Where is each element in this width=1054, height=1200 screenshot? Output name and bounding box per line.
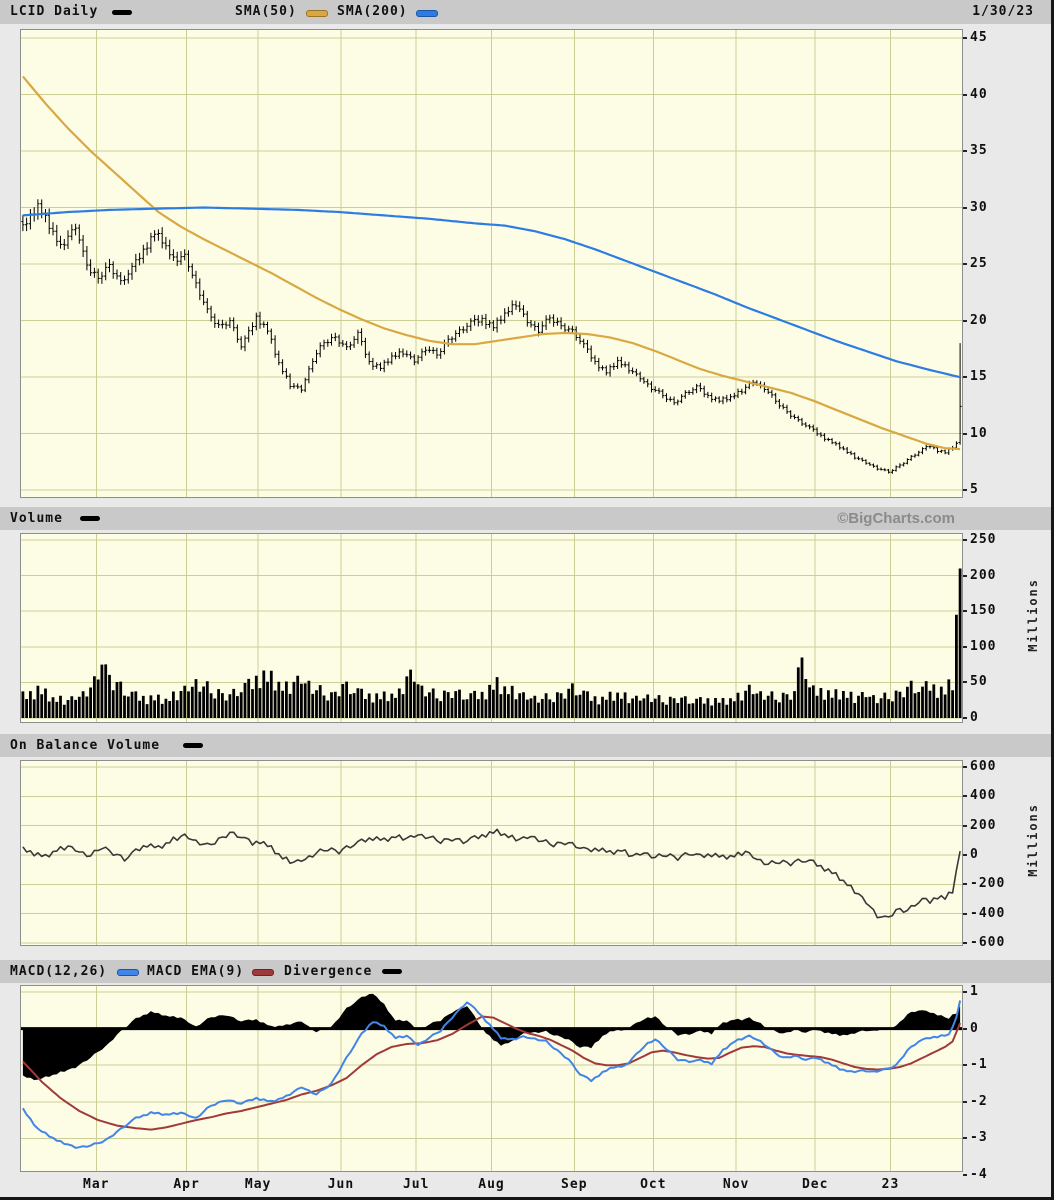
divergence-label: Divergence xyxy=(284,964,373,979)
sma200-label: SMA(200) xyxy=(337,4,408,19)
month-axis-label: Mar xyxy=(83,1177,110,1192)
axis-tick xyxy=(963,376,967,378)
obv-chart xyxy=(20,760,963,946)
macd-axis-label: 1 xyxy=(970,984,979,999)
axis-tick xyxy=(963,37,967,39)
axis-tick xyxy=(963,1137,967,1140)
axis-tick xyxy=(963,489,967,491)
price-axis-label: 25 xyxy=(970,256,988,271)
obv-axis-label: -200 xyxy=(970,876,1006,892)
month-axis-label: Aug xyxy=(478,1177,505,1192)
month-axis-label: Jul xyxy=(402,1177,430,1192)
price-axis-label: 45 xyxy=(970,30,988,45)
obv-axis-label: -400 xyxy=(970,905,1006,921)
axis-tick xyxy=(963,766,967,768)
sma200-legend-swatch-icon xyxy=(416,10,438,17)
obv-axis-label: -600 xyxy=(970,935,1006,950)
axis-tick xyxy=(963,539,967,541)
axis-tick xyxy=(963,1064,967,1067)
axis-tick xyxy=(963,991,967,993)
axis-tick xyxy=(963,432,967,435)
macd-label: MACD(12,26) xyxy=(10,964,108,979)
obv-axis-label: 600 xyxy=(970,759,997,774)
daily-legend-swatch-icon xyxy=(112,10,132,15)
month-axis-label: May xyxy=(244,1177,272,1192)
axis-tick xyxy=(963,206,967,209)
month-axis-label: Nov xyxy=(722,1177,750,1192)
month-axis-label: Jun xyxy=(327,1177,355,1192)
price-axis-label: 35 xyxy=(970,143,988,158)
macd-panel-header: MACD(12,26) MACD EMA(9) Divergence xyxy=(0,960,1051,983)
symbol-label: LCID Daily xyxy=(10,4,99,19)
macd-chart xyxy=(20,985,963,1172)
month-axis-label: Sep xyxy=(561,1177,588,1192)
axis-tick xyxy=(963,93,967,96)
volume-panel-header: Volume xyxy=(0,507,1051,530)
price-axis-label: 20 xyxy=(970,312,988,328)
axis-tick xyxy=(963,912,967,915)
axis-tick xyxy=(963,681,967,684)
obv-axis-label: 200 xyxy=(970,817,997,833)
obv-legend-swatch-icon xyxy=(183,743,203,748)
month-axis-label: Dec xyxy=(801,1177,829,1192)
macd-legend-swatch-icon xyxy=(117,969,139,976)
obv-axis-label: 400 xyxy=(970,788,997,804)
macd-axis-label: -4 xyxy=(970,1167,988,1182)
axis-tick xyxy=(963,854,967,856)
axis-tick xyxy=(963,824,967,827)
axis-tick xyxy=(963,263,967,265)
month-axis-label: 23 xyxy=(881,1177,900,1192)
sma50-label: SMA(50) xyxy=(235,4,297,19)
axis-tick xyxy=(963,1027,967,1030)
volume-axis-label: 150 xyxy=(970,603,997,619)
price-axis-label: 30 xyxy=(970,199,988,215)
macd-ema-legend-swatch-icon xyxy=(252,969,274,976)
price-axis-label: 40 xyxy=(970,86,988,102)
macd-axis-label: -2 xyxy=(970,1093,988,1109)
volume-axis-label: 50 xyxy=(970,674,988,690)
price-axis-label: 15 xyxy=(970,369,988,384)
obv-unit-label: Millions xyxy=(1026,803,1040,877)
bigcharts-watermark: ©BigCharts.com xyxy=(837,510,955,527)
volume-chart xyxy=(20,533,963,723)
price-chart xyxy=(20,29,963,498)
axis-tick xyxy=(963,942,967,944)
macd-axis-label: -1 xyxy=(970,1057,988,1073)
macd-axis-label: -3 xyxy=(970,1130,988,1146)
volume-axis-label: 250 xyxy=(970,532,997,547)
volume-label: Volume xyxy=(10,511,63,526)
volume-axis-label: 0 xyxy=(970,710,979,725)
chart-date: 1/30/23 xyxy=(972,4,1034,19)
axis-tick xyxy=(963,1174,967,1176)
month-axis-label: Oct xyxy=(640,1177,667,1192)
axis-tick xyxy=(963,717,967,719)
volume-axis-label: 100 xyxy=(970,638,997,654)
obv-axis-label: 0 xyxy=(970,847,979,862)
axis-tick xyxy=(963,795,967,798)
macd-axis-label: 0 xyxy=(970,1020,979,1036)
volume-legend-swatch-icon xyxy=(80,516,100,521)
axis-tick xyxy=(963,1100,967,1103)
axis-tick xyxy=(963,319,967,322)
price-axis-label: 10 xyxy=(970,425,988,441)
axis-tick xyxy=(963,610,967,613)
obv-panel-header: On Balance Volume xyxy=(0,734,1051,757)
sma50-legend-swatch-icon xyxy=(306,10,328,17)
volume-axis-label: 200 xyxy=(970,567,997,583)
volume-unit-label: Millions xyxy=(1026,578,1040,652)
macd-ema-label: MACD EMA(9) xyxy=(147,964,245,979)
obv-label: On Balance Volume xyxy=(10,738,161,753)
axis-tick xyxy=(963,883,967,886)
price-panel-header: LCID Daily SMA(50) SMA(200) xyxy=(0,0,1051,24)
price-axis-label: 5 xyxy=(970,482,979,497)
month-axis-label: Apr xyxy=(173,1177,200,1192)
axis-tick xyxy=(963,150,967,152)
axis-tick xyxy=(963,574,967,577)
divergence-legend-swatch-icon xyxy=(382,969,402,974)
axis-tick xyxy=(963,645,967,648)
